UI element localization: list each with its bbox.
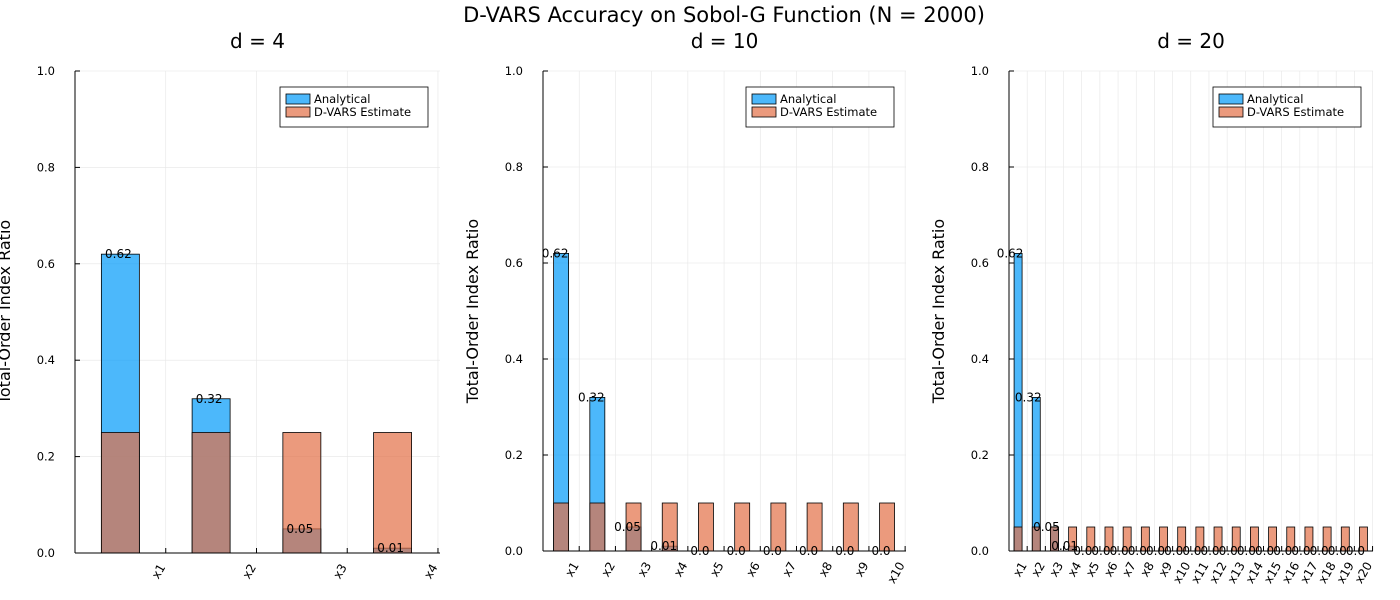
x-tick-label: x8: [1138, 560, 1157, 580]
subplot-title: d = 20: [1157, 29, 1225, 53]
y-tick-label: 0.0: [971, 544, 989, 558]
data-label: 0.05: [614, 520, 641, 534]
y-tick-label: 0.4: [971, 352, 989, 366]
y-tick-label: 0.2: [37, 450, 55, 464]
x-tick-label: x5: [707, 560, 726, 580]
y-tick-label: 0.6: [505, 256, 523, 270]
legend-label: D-VARS Estimate: [1247, 105, 1344, 119]
legend-swatch: [751, 106, 777, 118]
x-tick-label: x3: [1047, 560, 1066, 580]
legend-swatch: [751, 93, 777, 105]
subplot-1: 0.62 0.32 0.05 0.01 0.0 0.2 0.4 0.6 0.8 1.0 x1 x2 x3…: [0, 29, 441, 581]
x-tick-label: x15: [1261, 560, 1284, 586]
data-label: 0.32: [1015, 390, 1042, 404]
y-tick-label: 0.0: [505, 544, 523, 558]
subplot-2: 0.620.320.050.01 0.0 0.0 0.0 0.0 0.0 0.00.00.2…: [463, 29, 908, 586]
x-tick-label: x19: [1334, 560, 1357, 586]
x-tick-label: x10: [884, 560, 907, 586]
bar-estimate: [373, 432, 413, 554]
subplot-title: d = 10: [691, 29, 759, 53]
x-tick-label: x17: [1297, 560, 1320, 586]
data-label: 0.32: [578, 390, 605, 404]
data-label: 0.62: [542, 246, 569, 260]
bar-estimate: [589, 502, 606, 552]
x-tick-label: x14: [1243, 560, 1266, 586]
x-tick-label: x6: [1101, 560, 1120, 580]
y-tick-label: 0.0: [37, 546, 55, 560]
x-tick-label: x13: [1225, 560, 1248, 586]
x-tick-label: x9: [852, 560, 871, 580]
subplot-3: 0.620.320.050.010.0 0.0 0.0 0.0 0.0 0.0 0.0 0.0…: [929, 29, 1375, 586]
y-tick-label: 1.0: [971, 64, 989, 78]
legend-label: Analytical: [1247, 92, 1303, 106]
y-tick-label: 0.8: [505, 160, 523, 174]
x-tick-label: x12: [1206, 560, 1229, 586]
y-axis-label: Total-Order Index Ratio: [0, 220, 14, 405]
bar-estimate: [191, 432, 231, 554]
y-tick-label: 0.6: [971, 256, 989, 270]
data-label: 0.01: [650, 539, 677, 553]
data-label: 0.05: [1033, 520, 1060, 534]
x-tick-label: x16: [1279, 560, 1302, 586]
x-tick-label: x4: [1065, 560, 1084, 580]
legend-swatch: [1218, 93, 1244, 105]
legend-swatch: [285, 106, 311, 118]
data-label: 0.62: [997, 246, 1024, 260]
legend-label: Analytical: [314, 92, 370, 106]
y-tick-label: 1.0: [505, 64, 523, 78]
data-label: 0.01: [1051, 539, 1078, 553]
y-tick-label: 1.0: [37, 64, 55, 78]
y-tick-label: 0.2: [971, 448, 989, 462]
x-tick-label: x4: [421, 562, 440, 582]
x-tick-label: x7: [1119, 560, 1138, 580]
legend-label: Analytical: [780, 92, 836, 106]
data-label: 0.05: [286, 522, 313, 536]
x-tick-label: x18: [1315, 560, 1338, 586]
y-tick-label: 0.6: [37, 257, 55, 271]
x-tick-label: x1: [1010, 560, 1029, 580]
x-tick-label: x1: [562, 560, 581, 580]
x-tick-label: x2: [1028, 560, 1047, 580]
bar-estimate: [553, 502, 570, 552]
x-tick-label: x20: [1352, 560, 1375, 586]
y-tick-label: 0.8: [37, 160, 55, 174]
x-tick-label: x2: [599, 560, 618, 580]
bar-estimate: [1013, 526, 1023, 552]
legend-swatch: [285, 93, 311, 105]
data-label: 0.32: [196, 392, 223, 406]
bar-estimate: [282, 432, 322, 554]
y-tick-label: 0.4: [37, 353, 55, 367]
x-tick-label: x7: [780, 560, 799, 580]
x-tick-label: x2: [240, 562, 259, 582]
x-tick-label: x1: [149, 562, 168, 582]
x-tick-label: x8: [816, 560, 835, 580]
y-tick-label: 0.2: [505, 448, 523, 462]
x-tick-label: x4: [671, 560, 690, 580]
data-label: 0.62: [105, 247, 132, 261]
x-tick-label: x10: [1170, 560, 1193, 586]
x-tick-label: x6: [743, 560, 762, 580]
y-tick-label: 0.8: [971, 160, 989, 174]
legend-label: D-VARS Estimate: [314, 105, 411, 119]
x-tick-label: x9: [1156, 560, 1175, 580]
y-tick-label: 0.4: [505, 352, 523, 366]
legend-label: D-VARS Estimate: [780, 105, 877, 119]
x-tick-label: x5: [1083, 560, 1102, 580]
y-axis-label: Total-Order Index Ratio: [463, 219, 482, 404]
bar-estimate: [100, 432, 140, 554]
x-tick-label: x3: [330, 562, 349, 582]
data-label: 0.01: [377, 541, 404, 555]
subplot-title: d = 4: [230, 29, 285, 53]
y-axis-label: Total-Order Index Ratio: [929, 219, 948, 404]
figure-title: D-VARS Accuracy on Sobol-G Function (N =…: [463, 3, 985, 27]
legend-swatch: [1218, 106, 1244, 118]
x-tick-label: x3: [635, 560, 654, 580]
x-tick-label: x11: [1188, 560, 1211, 586]
